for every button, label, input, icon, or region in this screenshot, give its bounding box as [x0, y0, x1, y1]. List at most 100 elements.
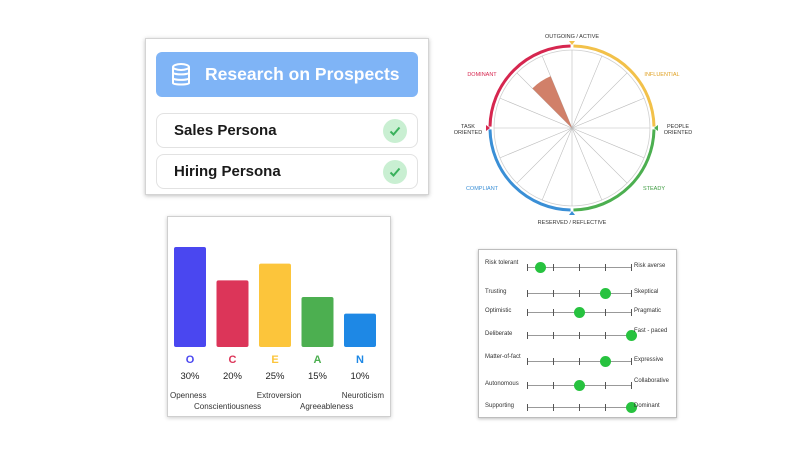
slider-track[interactable]	[527, 262, 632, 273]
bar-conscientiousness	[216, 280, 249, 347]
slider-tick	[605, 309, 606, 316]
bar-letter: N	[356, 354, 364, 366]
trait-slider-row: Optimistic Pragmatic	[479, 305, 678, 319]
slider-left-label: Supporting	[485, 403, 515, 409]
bar-letter: E	[271, 354, 278, 366]
disc-arc-dominant	[488, 44, 571, 127]
slider-tick	[553, 382, 554, 389]
trait-slider-row: Supporting Dominant	[479, 400, 678, 414]
bar-letter: C	[229, 354, 237, 366]
disc-arc-steady	[573, 129, 656, 212]
slider-knob[interactable]	[535, 262, 546, 273]
bar-extroversion	[259, 263, 291, 347]
slider-tick	[527, 404, 528, 411]
slider-knob[interactable]	[574, 380, 585, 391]
slider-left-label: Autonomous	[485, 381, 519, 387]
trait-slider-row: Autonomous Collaborative	[479, 378, 678, 392]
slider-left-label: Optimistic	[485, 308, 512, 314]
slider-knob[interactable]	[626, 402, 637, 413]
slider-tick	[605, 332, 606, 339]
bar-value-label: 30%	[180, 371, 200, 382]
traits-slider-card: Risk tolerant Risk averse Trusting Skeptica…	[478, 249, 677, 418]
slider-tick	[553, 290, 554, 297]
disc-label-bottom: RESERVED / REFLECTIVE	[538, 220, 607, 226]
slider-tick	[553, 309, 554, 316]
bar-letter: A	[314, 354, 322, 366]
disc-marker-right	[654, 125, 658, 131]
slider-left-label: Trusting	[485, 289, 507, 295]
slider-left-label: Matter-of-fact	[485, 354, 521, 360]
slider-knob[interactable]	[600, 356, 611, 367]
slider-knob[interactable]	[600, 288, 611, 299]
slider-tick	[631, 358, 632, 365]
slider-track[interactable]	[527, 402, 637, 413]
trait-name-label: Openness	[170, 391, 206, 400]
slider-right-label: Collaborative	[634, 378, 670, 384]
trait-name-label: Agreeableness	[300, 402, 353, 411]
slider-track[interactable]	[527, 330, 637, 341]
disc-spoke	[571, 72, 628, 129]
disc-spoke	[499, 127, 573, 159]
slider-left-label: Risk tolerant	[485, 260, 519, 266]
research-card: Research on Prospects Sales Persona Hiri…	[145, 38, 429, 195]
disc-spoke	[541, 55, 573, 129]
trait-slider-row: Matter-of-fact Expressive	[479, 354, 678, 368]
bar-value-label: 25%	[265, 371, 285, 382]
slider-track[interactable]	[527, 380, 632, 391]
ocean-chart-card: O 30% C 20% E 25% A 15% N 10% Openness Conscientiou…	[167, 216, 391, 417]
disc-label-top: OUTGOING / ACTIVE	[545, 34, 599, 40]
slider-knob[interactable]	[574, 307, 585, 318]
slider-right-label: Skeptical	[634, 289, 659, 295]
trait-name-label: Neuroticism	[342, 391, 385, 400]
slider-tick	[579, 264, 580, 271]
trait-slider-row: Risk tolerant Risk averse	[479, 260, 678, 274]
trait-slider-row: Deliberate Fast - paced	[479, 328, 678, 342]
bar-value-label: 10%	[350, 371, 370, 382]
slider-tick	[579, 290, 580, 297]
slider-tick	[579, 332, 580, 339]
slider-tick	[631, 290, 632, 297]
slider-tick	[631, 309, 632, 316]
slider-knob[interactable]	[626, 330, 637, 341]
slider-tick	[527, 332, 528, 339]
slider-tick	[527, 290, 528, 297]
disc-spoke	[516, 127, 573, 184]
disc-spoke	[571, 97, 645, 129]
slider-right-label: Risk averse	[634, 263, 666, 269]
trait-name-label: Extroversion	[257, 391, 301, 400]
hiring-persona-item[interactable]: Hiring Persona	[156, 154, 418, 189]
slider-left-label: Deliberate	[485, 331, 513, 337]
disc-spoke	[541, 127, 573, 201]
persona-label: Hiring Persona	[174, 163, 281, 180]
sales-persona-item[interactable]: Sales Persona	[156, 113, 418, 148]
disc-spoke	[499, 97, 573, 129]
slider-tick	[527, 382, 528, 389]
research-title: Research on Prospects	[205, 64, 400, 84]
slider-tick	[553, 358, 554, 365]
disc-arc-compliant	[488, 129, 571, 212]
bar-value-label: 20%	[223, 371, 243, 382]
disc-spoke	[516, 72, 573, 129]
disc-arc-influential	[573, 44, 656, 127]
check-icon	[383, 118, 407, 143]
disc-marker-top	[569, 41, 575, 45]
slider-track[interactable]	[527, 288, 632, 299]
bar-openness	[174, 247, 206, 347]
disc-spoke	[571, 127, 603, 201]
trait-name-label: Conscientiousness	[194, 402, 261, 411]
slider-track[interactable]	[527, 307, 632, 318]
slider-right-label: Fast - paced	[634, 328, 668, 334]
bar-neuroticism	[344, 313, 376, 347]
slider-tick	[579, 358, 580, 365]
disc-label-influential: INFLUENTIAL	[644, 72, 679, 78]
slider-right-label: Dominant	[634, 403, 660, 409]
disc-highlight-wedge	[532, 76, 572, 128]
slider-tick	[631, 264, 632, 271]
slider-track[interactable]	[527, 356, 632, 367]
disc-label-compliant: COMPLIANT	[466, 186, 499, 192]
disc-marker-bottom	[569, 211, 575, 215]
slider-tick	[553, 264, 554, 271]
disc-marker-left	[486, 125, 490, 131]
research-on-prospects-button[interactable]: Research on Prospects	[156, 52, 418, 97]
disc-spoke	[571, 127, 645, 159]
